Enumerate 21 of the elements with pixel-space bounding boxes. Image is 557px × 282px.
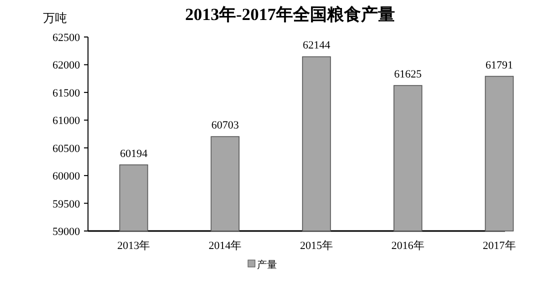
data-label: 62144: [302, 40, 331, 52]
x-tick-label: 2015年: [300, 240, 333, 252]
y-tick-label: 59000: [52, 226, 80, 238]
y-tick-label: 59500: [52, 198, 80, 210]
chart-title: 2013年-2017年全国粮食产量: [185, 5, 395, 24]
y-tick-label: 62500: [52, 32, 80, 44]
x-tick-label: 2014年: [208, 240, 242, 252]
y-tick-label: 61000: [52, 115, 80, 128]
y-tick-label: 60000: [52, 170, 80, 183]
data-label: 61625: [394, 68, 422, 80]
y-axis-title: 万吨: [43, 11, 67, 25]
x-tick-label: 2017年: [482, 240, 516, 252]
y-tick-label: 60500: [52, 142, 80, 155]
data-label: 61791: [486, 59, 514, 72]
y-tick-label: 62000: [52, 60, 80, 72]
data-label: 60703: [211, 120, 240, 132]
x-tick-label: 2016年: [391, 240, 424, 252]
y-tick-label: 61500: [52, 87, 80, 100]
data-label: 60194: [120, 148, 148, 160]
x-tick-label: 2013年: [117, 240, 150, 252]
legend-label: 产量: [257, 259, 277, 271]
